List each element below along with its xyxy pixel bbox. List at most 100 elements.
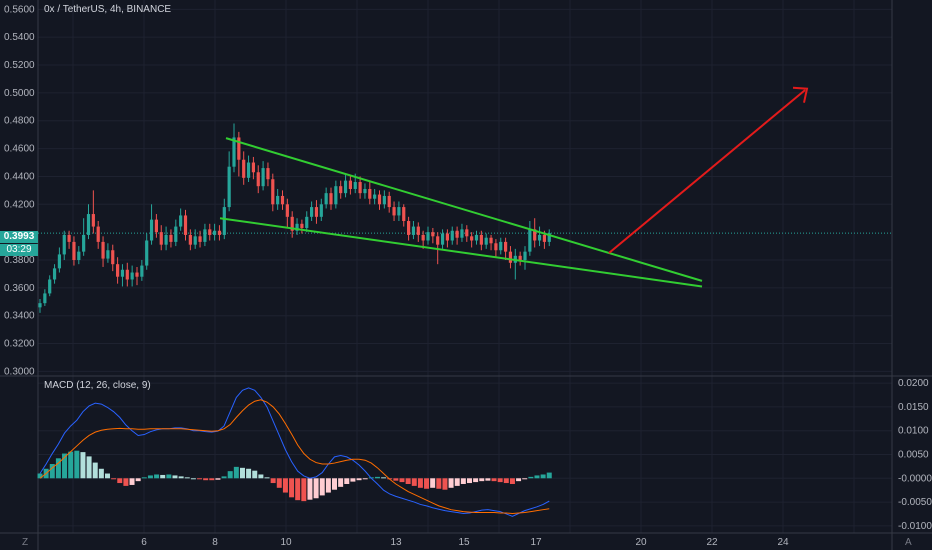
candle-body <box>82 234 86 252</box>
candle-body <box>246 162 251 178</box>
macd-histogram-bar <box>37 473 43 479</box>
macd-histogram-bar <box>313 478 319 499</box>
candle-body <box>106 250 110 259</box>
candle-body <box>183 215 188 235</box>
macd-histogram-bar <box>270 478 276 484</box>
candle-body <box>52 268 57 280</box>
macd-indicator-label[interactable]: MACD (12, 26, close, 9) <box>44 380 151 391</box>
macd-histogram-bar <box>479 478 485 482</box>
candle-body <box>237 137 241 160</box>
macd-histogram-bar <box>55 458 61 479</box>
candle-body <box>358 182 362 194</box>
candle-body <box>203 229 207 242</box>
macd-histogram-bar <box>509 478 515 484</box>
candle-body <box>256 172 260 187</box>
macd-histogram-bar <box>123 478 129 486</box>
macd-histogram-bar <box>74 450 80 479</box>
candle-body <box>145 240 149 266</box>
breakout-arrow-head <box>792 86 809 103</box>
macd-histogram-bar <box>215 478 221 480</box>
macd-histogram-bar <box>166 474 172 479</box>
candle-body <box>116 264 120 277</box>
candle-body <box>188 234 192 245</box>
macd-histogram-bar <box>227 471 233 479</box>
candle-body <box>542 234 546 242</box>
breakout-arrow-line <box>608 89 806 254</box>
candle-body <box>504 241 508 252</box>
signal-line <box>39 399 550 514</box>
macd-histogram-bar <box>154 474 160 479</box>
candle-body <box>164 234 168 245</box>
candle-body <box>285 204 289 217</box>
current-price-tag: 0.3993 <box>0 231 38 243</box>
candle-body <box>276 195 280 205</box>
zoom-icon[interactable]: Z <box>22 537 29 548</box>
macd-histogram-bar <box>503 478 509 484</box>
candle-body <box>343 180 348 194</box>
macd-histogram-bar <box>393 478 399 481</box>
y-tick-label: 0.5200 <box>4 60 35 71</box>
candle-body <box>407 221 411 235</box>
candle-body <box>353 182 357 189</box>
candle-body <box>38 303 42 308</box>
wedge-lower-trendline <box>219 217 703 288</box>
macd-histogram-bar <box>325 478 331 493</box>
macd-histogram-bar <box>49 464 55 479</box>
candle-body <box>72 241 76 260</box>
bar-countdown-tag: 03:29 <box>0 244 38 256</box>
candle-body <box>431 232 435 237</box>
candle-body <box>450 230 454 241</box>
candle-body <box>193 236 197 245</box>
macd-histogram-bar <box>135 478 141 482</box>
macd-histogram-bar <box>233 466 239 479</box>
macd-histogram-bar <box>111 478 117 480</box>
macd-histogram-bar <box>141 477 147 479</box>
candle-body <box>295 223 299 231</box>
macd-histogram-bar <box>307 478 313 500</box>
candle-body <box>140 265 144 277</box>
candle-body <box>96 226 100 242</box>
macd-histogram-bar <box>117 478 123 484</box>
candle-body <box>86 214 91 235</box>
macd-histogram-bar <box>448 478 454 488</box>
macd-histogram-bar <box>190 478 196 480</box>
candle-body <box>523 251 527 260</box>
y-tick-label: 0.3000 <box>4 366 35 377</box>
macd-histogram-bar <box>344 478 350 484</box>
candle-body <box>537 234 542 241</box>
candle-body <box>465 229 469 237</box>
candle-body <box>217 230 222 235</box>
candle-body <box>436 236 440 245</box>
candle-body <box>474 234 479 241</box>
candle-body <box>154 219 158 233</box>
y-tick-label: 0.5000 <box>4 88 35 99</box>
candle-body <box>48 279 52 294</box>
candle-body <box>489 237 493 244</box>
macd-histogram-bar <box>534 475 540 479</box>
candle-body <box>494 243 498 251</box>
macd-histogram-bar <box>289 478 295 498</box>
candle-body <box>213 230 217 235</box>
macd-histogram-bar <box>178 476 184 479</box>
candle-body <box>411 226 416 235</box>
macd-histogram-bar <box>466 478 472 484</box>
y-tick-label: 0.0050 <box>898 450 929 461</box>
candle-body <box>101 241 105 259</box>
candle-body <box>368 188 372 199</box>
candle-body <box>111 250 115 265</box>
macd-histogram-bar <box>411 478 417 486</box>
macd-histogram-bar <box>282 478 288 493</box>
candle-body <box>484 237 488 245</box>
y-tick-label: -0.0100 <box>898 521 932 532</box>
macd-histogram-bar <box>374 476 380 479</box>
y-tick-label: 0.4600 <box>4 144 35 155</box>
macd-histogram-bar <box>405 478 411 484</box>
wedge-upper-trendline <box>225 137 703 282</box>
macd-histogram-bar <box>381 477 387 479</box>
macd-histogram-bar <box>252 470 258 479</box>
candle-body <box>198 236 202 242</box>
auto-scale-icon[interactable]: A <box>905 537 912 548</box>
candle-body <box>470 236 474 241</box>
macd-histogram-bar <box>80 452 86 479</box>
